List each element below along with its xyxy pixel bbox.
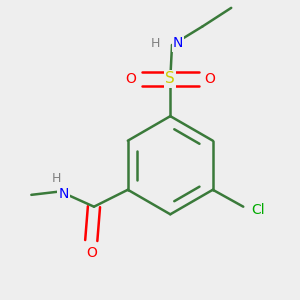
Text: H: H [151,37,160,50]
Text: S: S [165,71,175,86]
Text: H: H [52,172,62,185]
Text: O: O [125,72,136,86]
Text: N: N [173,36,183,50]
Text: N: N [58,187,69,201]
Text: O: O [205,72,215,86]
Text: Cl: Cl [252,203,265,217]
Text: O: O [86,246,97,260]
